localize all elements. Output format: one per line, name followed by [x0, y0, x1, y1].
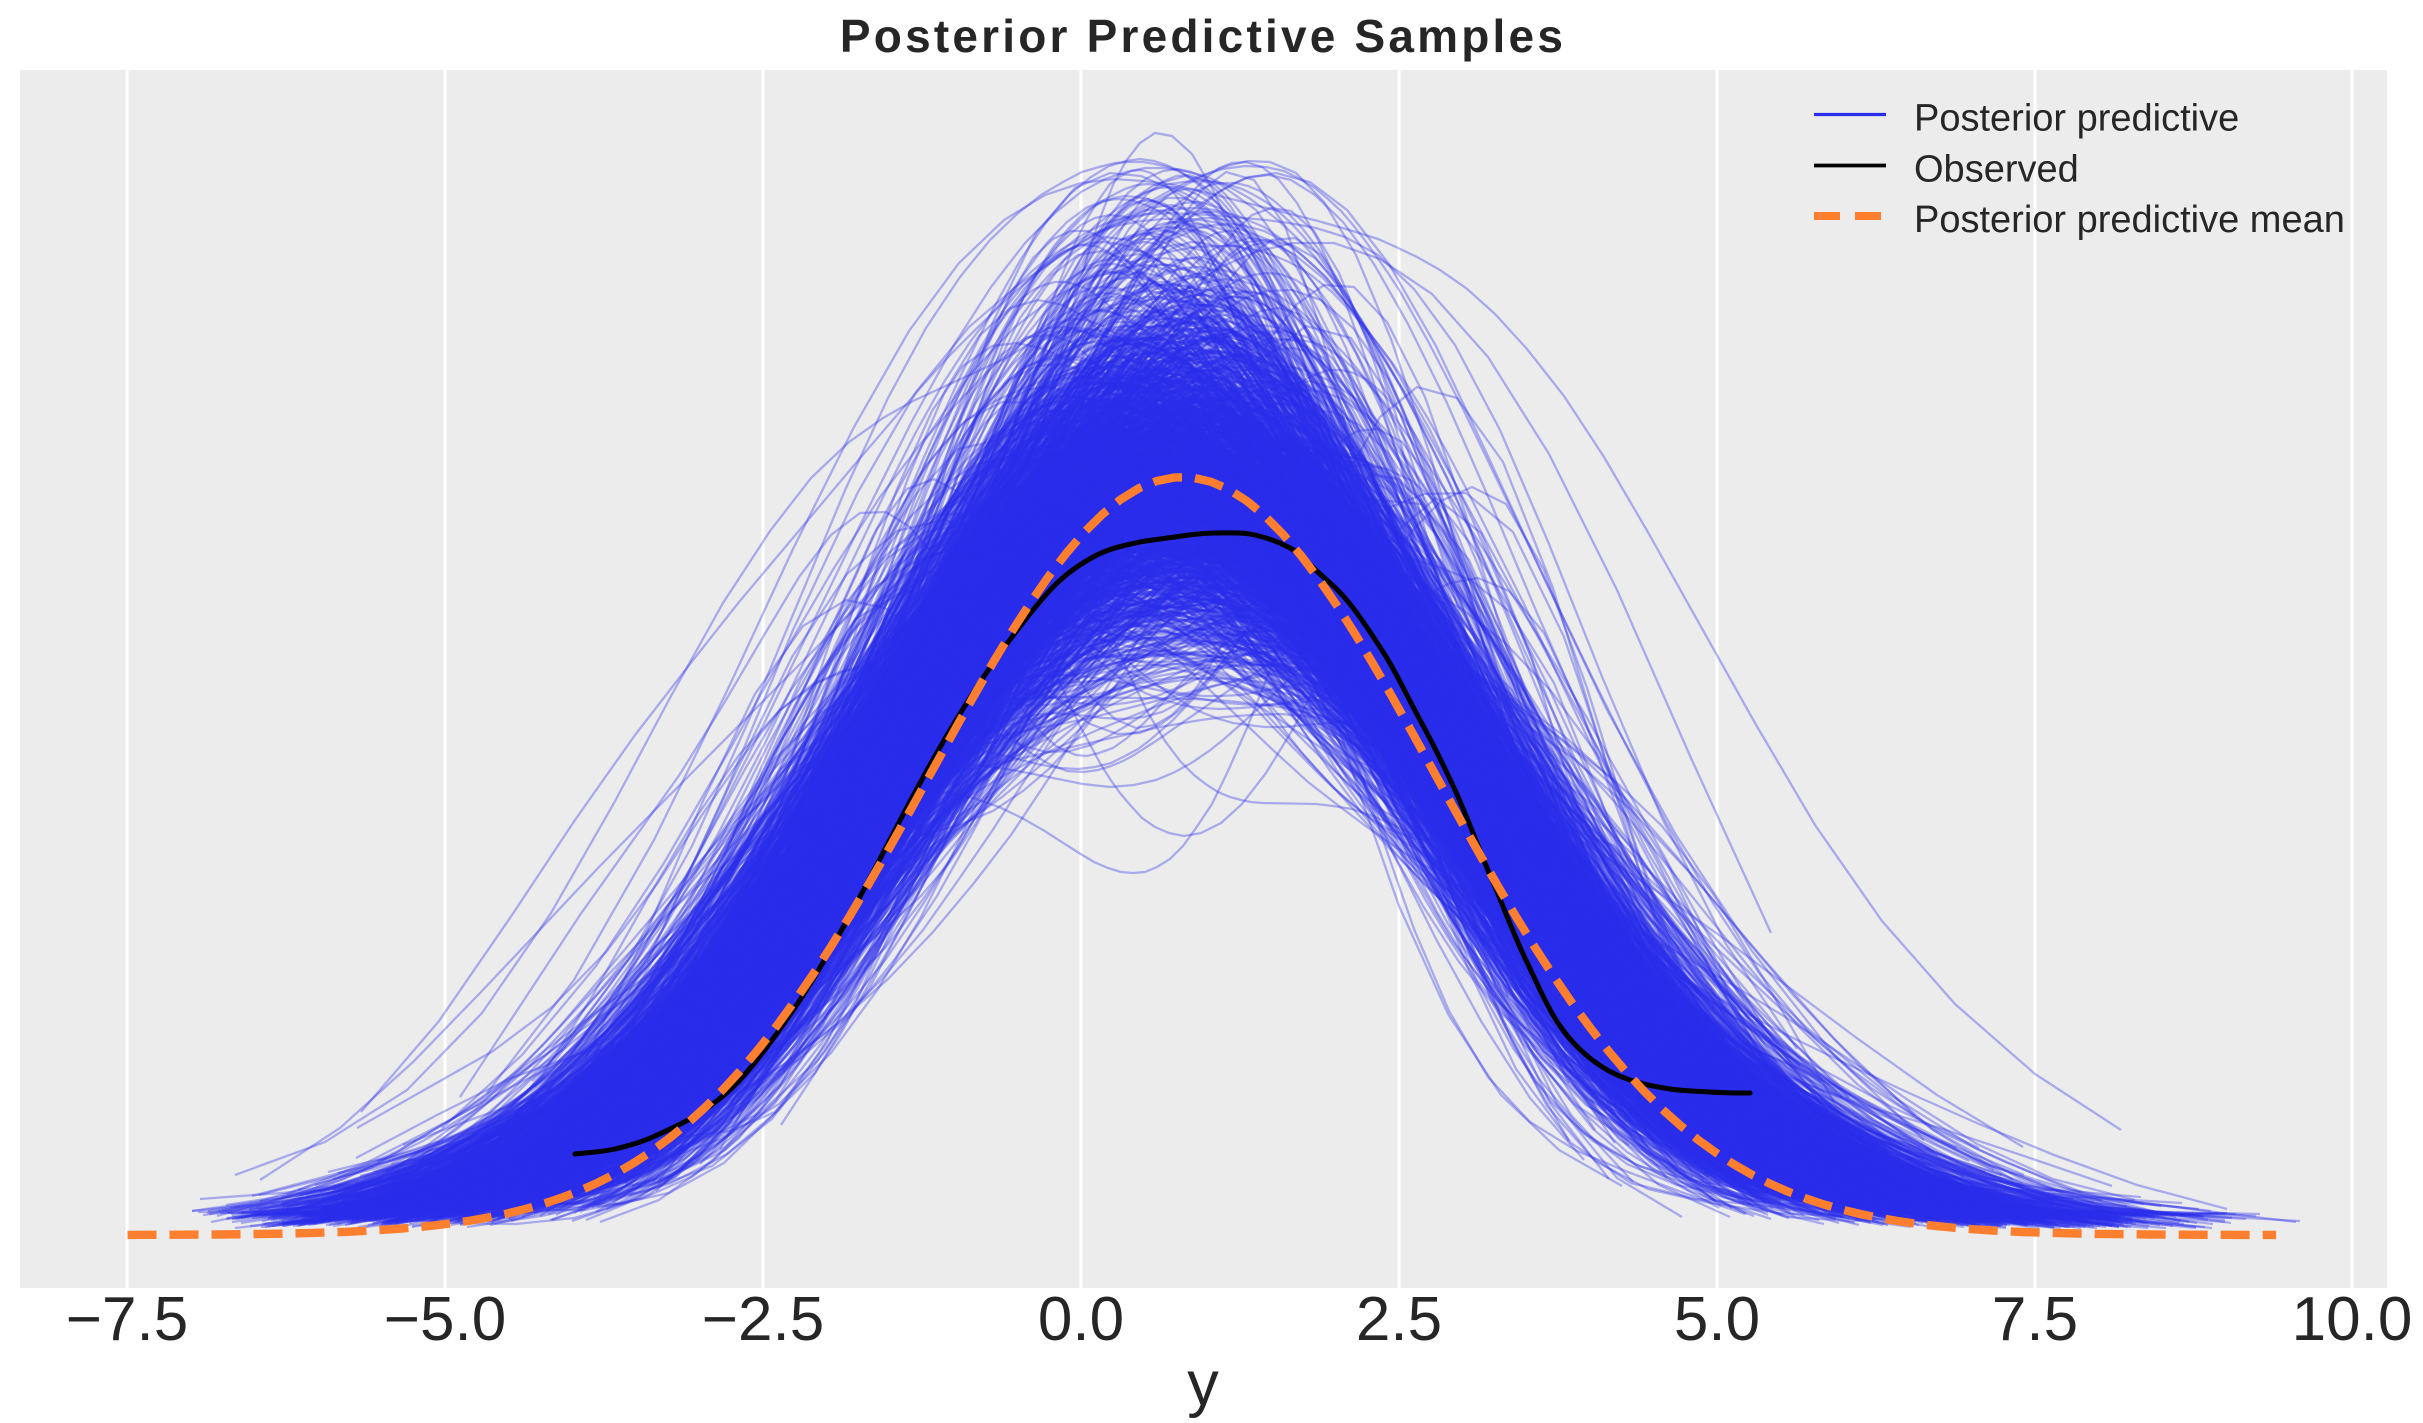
- svg-text:10.0: 10.0: [2292, 1285, 2413, 1354]
- svg-text:−2.5: −2.5: [702, 1285, 824, 1354]
- svg-text:Observed: Observed: [1914, 149, 2079, 191]
- svg-text:−5.0: −5.0: [384, 1285, 506, 1354]
- svg-text:Posterior predictive: Posterior predictive: [1914, 98, 2239, 140]
- svg-text:y: y: [1187, 1349, 1219, 1419]
- svg-text:5.0: 5.0: [1674, 1285, 1760, 1354]
- svg-text:−7.5: −7.5: [66, 1285, 188, 1354]
- svg-text:0.0: 0.0: [1038, 1285, 1124, 1354]
- svg-text:Posterior Predictive Samples: Posterior Predictive Samples: [840, 10, 1566, 62]
- svg-text:Posterior predictive mean: Posterior predictive mean: [1914, 199, 2345, 241]
- svg-text:2.5: 2.5: [1356, 1285, 1442, 1354]
- svg-text:7.5: 7.5: [1992, 1285, 2078, 1354]
